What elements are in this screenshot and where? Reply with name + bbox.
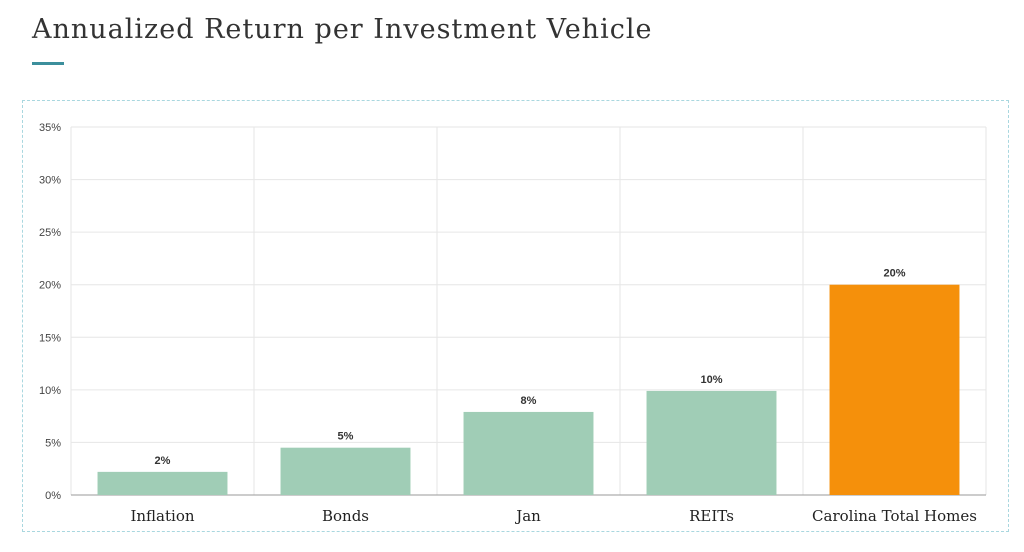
bar	[97, 471, 228, 495]
bar-data-label: 20%	[883, 268, 905, 280]
x-category-label: Inflation	[130, 507, 194, 525]
bar-data-label: 10%	[700, 374, 722, 386]
x-category-label: Bonds	[322, 507, 369, 525]
bar	[463, 411, 594, 495]
y-tick-label: 5%	[45, 437, 61, 449]
x-category-label: Carolina Total Homes	[812, 507, 977, 525]
y-tick-label: 20%	[39, 280, 61, 292]
y-tick-label: 25%	[39, 227, 61, 239]
title-underline	[32, 62, 64, 65]
bar-data-label: 8%	[521, 395, 537, 407]
bar-data-label: 2%	[155, 455, 171, 467]
y-tick-label: 0%	[45, 490, 61, 502]
bar	[280, 447, 411, 495]
y-tick-label: 15%	[39, 332, 61, 344]
y-tick-label: 35%	[39, 122, 61, 134]
page-title: Annualized Return per Investment Vehicle	[32, 14, 653, 45]
bar-chart: 0% 5% 10% 15% 20% 25% 30% 35% 2% Inflation 5% Bonds…	[39, 122, 987, 525]
bar	[646, 390, 777, 495]
chart-frame	[22, 100, 1009, 532]
bar	[829, 284, 960, 495]
x-category-label: REITs	[689, 507, 734, 525]
bar-data-label: 5%	[338, 431, 354, 443]
y-tick-label: 30%	[39, 175, 61, 187]
y-tick-label: 10%	[39, 385, 61, 397]
x-category-label: Jan	[514, 507, 541, 525]
